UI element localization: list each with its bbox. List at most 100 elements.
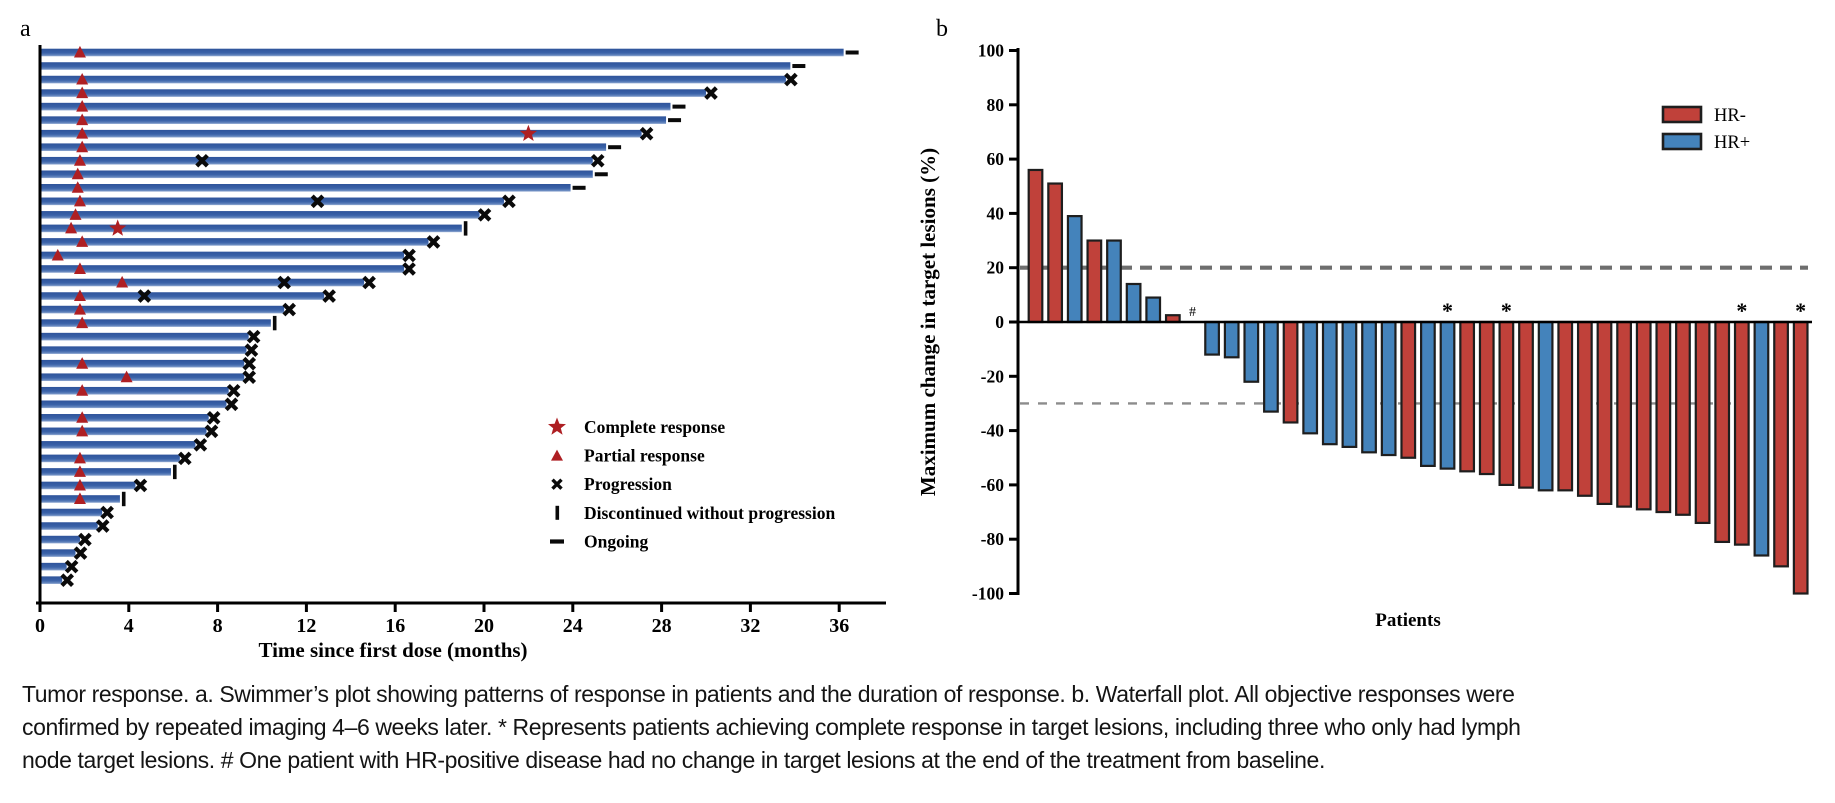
waterfall-bar (1282, 320, 1299, 424)
ongoing-dash-icon (608, 145, 622, 150)
waterfall-bar (1478, 320, 1495, 476)
swimmer-legend-label: Partial response (584, 446, 705, 466)
ongoing-dash-icon (572, 185, 586, 190)
swimmer-x-tick-label: 16 (385, 615, 405, 637)
waterfall-y-tick-label: -40 (981, 421, 1005, 441)
progression-x-icon (477, 208, 492, 222)
waterfall-bar (1086, 239, 1103, 324)
waterfall-bar (1400, 320, 1417, 459)
swimmer-x-tick-label: 4 (124, 615, 134, 637)
swimmer-bar (41, 305, 285, 314)
partial-response-triangle-icon (551, 449, 563, 461)
partial-response-triangle-icon (73, 289, 86, 302)
swimmer-bar (41, 454, 180, 463)
partial-response-triangle-icon (73, 492, 86, 504)
swimmer-legend: Complete response Partial response Progres… (548, 417, 835, 551)
progression-x-icon (246, 329, 261, 344)
discontinued-tick-icon (555, 505, 560, 520)
swimmer-bar (41, 116, 667, 124)
swimmer-bar (41, 576, 63, 584)
waterfall-bar (1125, 282, 1142, 324)
partial-response-triangle-icon (120, 370, 133, 383)
waterfall-bar (1243, 320, 1260, 383)
progression-x-icon (402, 248, 416, 263)
complete-response-asterisk: * (1736, 298, 1747, 323)
swimmer-bar (41, 170, 593, 179)
progression-x-icon (362, 275, 376, 290)
swimmer-bar (41, 251, 405, 260)
waterfall-bar (1361, 320, 1377, 454)
swimmer-bar (41, 211, 480, 219)
waterfall-bar (1263, 320, 1279, 413)
swimmer-bar (41, 278, 365, 287)
waterfall-y-tick-label: -60 (981, 475, 1005, 495)
partial-response-triangle-icon (76, 235, 89, 247)
swimmer-x-tick-label: 32 (740, 615, 760, 637)
swimmer-legend-label: Ongoing (584, 531, 648, 551)
panel-b-label: b (936, 16, 948, 42)
partial-response-triangle-icon (73, 194, 86, 207)
waterfall-bar (1419, 320, 1436, 467)
progression-x-icon (60, 573, 74, 587)
caption-line-2: confirmed by repeated imaging 4–6 weeks … (22, 714, 1521, 740)
legend-swatch (1661, 132, 1703, 151)
waterfall-bar (1694, 320, 1711, 525)
partial-response-triangle-icon (73, 154, 86, 166)
waterfall-legend: HR- HR+ (1661, 105, 1750, 153)
discontinued-tick-icon (272, 315, 277, 331)
swimmer-bar (41, 62, 791, 70)
partial-response-triangle-icon (116, 275, 129, 288)
swimmer-bar (41, 238, 429, 246)
swimmer-legend-label: Complete response (584, 417, 725, 437)
partial-response-triangle-icon (73, 45, 86, 58)
swimmer-bar (41, 89, 706, 97)
progression-x-icon (402, 262, 416, 276)
swimmer-bar (41, 481, 136, 490)
waterfall-y-tick-label: -20 (981, 366, 1005, 386)
progression-x-icon (73, 546, 88, 560)
waterfall-bar (1557, 320, 1574, 492)
swimmer-bar (41, 414, 209, 422)
partial-response-triangle-icon (73, 451, 86, 464)
caption-line-1: Tumor response. a. Swimmer’s plot showin… (22, 681, 1515, 707)
waterfall-y-tick-label: -80 (981, 529, 1005, 549)
progression-x-icon (310, 194, 325, 209)
complete-response-star-icon (548, 417, 566, 435)
progression-x-icon (100, 505, 114, 520)
waterfall-bar (1792, 320, 1809, 595)
waterfall-bar (1106, 239, 1122, 324)
swimmer-bar (41, 265, 405, 273)
swimmer-bar (41, 75, 786, 84)
progression-x-icon (95, 519, 110, 533)
waterfall-bar (1145, 296, 1162, 324)
partial-response-triangle-icon (73, 465, 86, 477)
waterfall-bar (1596, 320, 1613, 506)
swimmer-x-tick-label: 28 (652, 615, 672, 637)
ongoing-dash-icon (668, 118, 682, 123)
complete-response-star-icon (109, 219, 127, 236)
panel-a-label: a (20, 16, 31, 42)
swimmer-bar (41, 224, 462, 233)
partial-response-triangle-icon (71, 167, 84, 180)
partial-response-triangle-icon (76, 424, 89, 437)
swimmer-x-tick-label: 24 (563, 615, 583, 637)
complete-response-asterisk: * (1795, 298, 1806, 323)
progression-x-icon (224, 397, 239, 412)
swimmer-bar (41, 386, 229, 395)
swimmer-bar (41, 400, 227, 409)
waterfall-y-tick-label: 0 (995, 312, 1004, 332)
waterfall-y-axis-title: Maximum change in target lesions (%) (916, 148, 940, 496)
swimmer-x-tick-label: 12 (296, 615, 316, 637)
swimmer-bar (41, 359, 245, 368)
discontinued-tick-icon (172, 464, 177, 480)
waterfall-legend-label: HR- (1714, 106, 1746, 126)
progression-x-icon (426, 235, 441, 249)
progression-x-icon (242, 356, 257, 371)
progression-x-icon (137, 289, 152, 303)
partial-response-triangle-icon (51, 248, 64, 261)
partial-response-triangle-icon (69, 208, 82, 220)
waterfall-bar (1027, 168, 1044, 324)
partial-response-triangle-icon (76, 140, 89, 153)
progression-x-icon (551, 478, 563, 490)
progression-x-icon (206, 411, 221, 425)
